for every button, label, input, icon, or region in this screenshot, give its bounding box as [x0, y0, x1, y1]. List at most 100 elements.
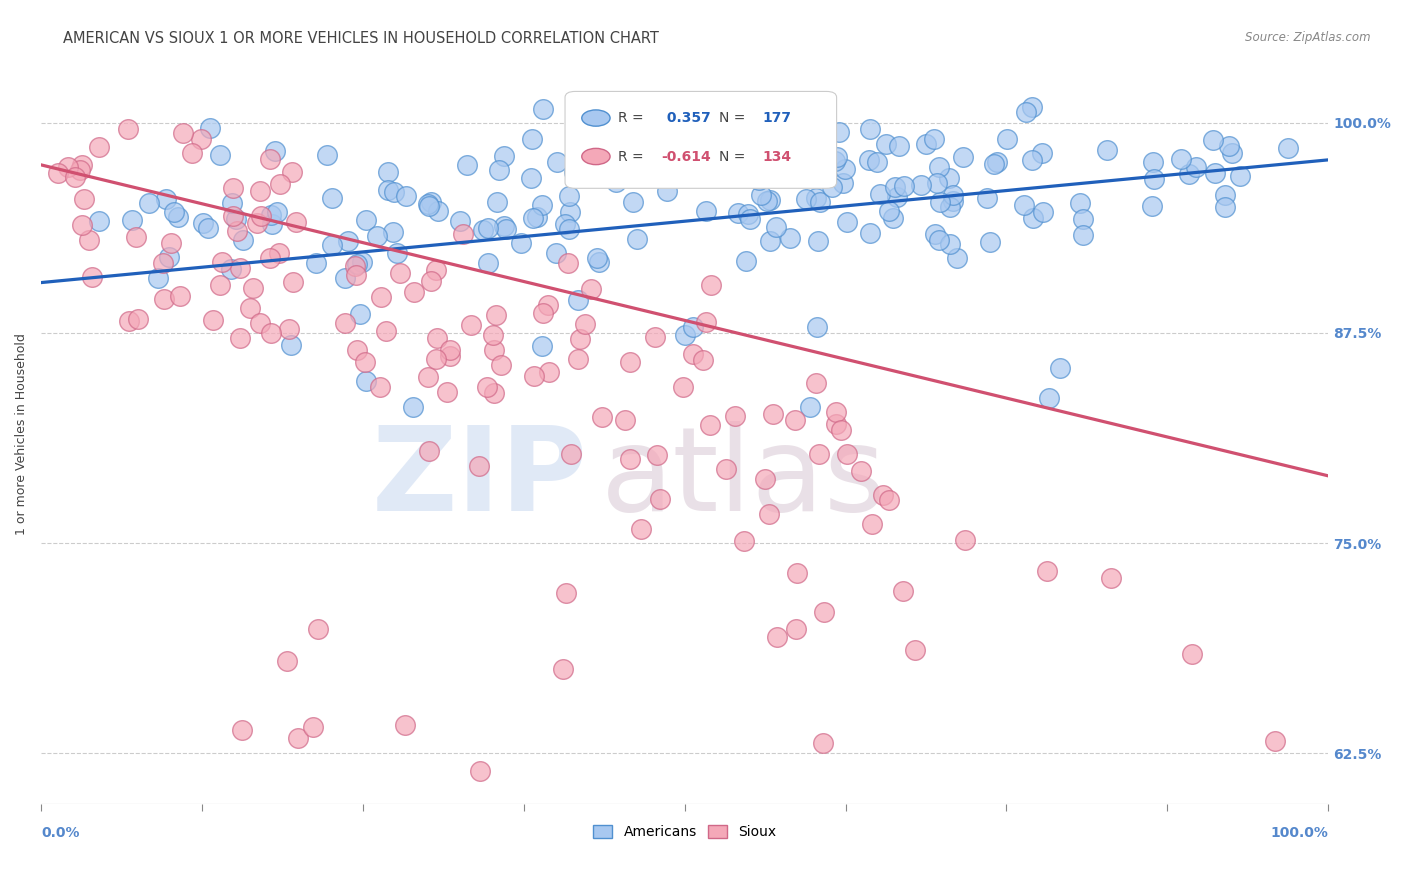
- Point: [1140, 199, 1163, 213]
- Point: [938, 171, 960, 186]
- Point: [117, 122, 139, 136]
- Point: [576, 168, 599, 182]
- Point: [368, 380, 391, 394]
- Point: [588, 255, 610, 269]
- Point: [1277, 141, 1299, 155]
- Point: [259, 251, 281, 265]
- Point: [644, 330, 666, 344]
- Point: [160, 235, 183, 250]
- Point: [758, 508, 780, 522]
- Point: [382, 185, 405, 199]
- Point: [884, 180, 907, 194]
- Point: [755, 194, 778, 209]
- Point: [837, 215, 859, 229]
- Point: [682, 347, 704, 361]
- Point: [1181, 647, 1204, 661]
- Point: [239, 301, 262, 315]
- Point: [813, 605, 835, 619]
- Point: [451, 227, 474, 242]
- Point: [586, 252, 609, 266]
- Point: [924, 132, 946, 146]
- Point: [354, 212, 377, 227]
- Point: [138, 196, 160, 211]
- Point: [1071, 211, 1094, 226]
- Point: [621, 155, 644, 169]
- Point: [354, 355, 377, 369]
- Point: [810, 195, 832, 210]
- Point: [260, 217, 283, 231]
- Point: [567, 293, 589, 307]
- Point: [127, 312, 149, 326]
- Point: [1178, 168, 1201, 182]
- Point: [531, 102, 554, 116]
- Point: [477, 255, 499, 269]
- Text: Source: ZipAtlas.com: Source: ZipAtlas.com: [1246, 31, 1371, 45]
- Point: [564, 165, 586, 179]
- Point: [1031, 145, 1053, 160]
- Point: [472, 223, 495, 237]
- Point: [416, 196, 439, 211]
- Point: [482, 343, 505, 357]
- Point: [877, 203, 900, 218]
- Point: [699, 418, 721, 433]
- Point: [626, 232, 648, 246]
- Text: N =: N =: [720, 150, 751, 163]
- Point: [381, 226, 404, 240]
- Point: [418, 199, 440, 213]
- Point: [460, 318, 482, 332]
- Point: [468, 458, 491, 473]
- Point: [198, 120, 221, 135]
- Point: [157, 250, 180, 264]
- Point: [69, 163, 91, 178]
- Point: [575, 133, 598, 147]
- Point: [530, 338, 553, 352]
- Point: [887, 139, 910, 153]
- Text: 100.0%: 100.0%: [1271, 826, 1329, 839]
- Point: [893, 179, 915, 194]
- Point: [307, 622, 329, 636]
- Point: [551, 663, 574, 677]
- Point: [655, 185, 678, 199]
- Point: [209, 148, 232, 162]
- Point: [489, 358, 512, 372]
- Point: [118, 314, 141, 328]
- Point: [790, 120, 813, 134]
- Point: [377, 183, 399, 197]
- Point: [724, 409, 747, 423]
- Point: [762, 407, 785, 421]
- Point: [229, 331, 252, 345]
- Point: [645, 448, 668, 462]
- Point: [492, 149, 515, 163]
- Point: [733, 533, 755, 548]
- Point: [146, 270, 169, 285]
- Text: 134: 134: [762, 150, 792, 163]
- Point: [121, 212, 143, 227]
- Point: [509, 235, 531, 250]
- Point: [824, 154, 846, 169]
- Point: [558, 204, 581, 219]
- Point: [125, 229, 148, 244]
- Point: [557, 256, 579, 270]
- Point: [875, 136, 897, 151]
- Point: [222, 209, 245, 223]
- Point: [560, 447, 582, 461]
- Point: [73, 192, 96, 206]
- Point: [1229, 169, 1251, 184]
- Point: [152, 256, 174, 270]
- Point: [321, 191, 343, 205]
- Point: [1038, 391, 1060, 405]
- Point: [544, 246, 567, 260]
- Point: [859, 122, 882, 136]
- Point: [555, 586, 578, 600]
- Point: [522, 132, 544, 146]
- Point: [485, 309, 508, 323]
- Point: [554, 217, 576, 231]
- Point: [395, 188, 418, 202]
- Point: [695, 203, 717, 218]
- Point: [882, 211, 904, 226]
- Point: [401, 400, 423, 414]
- Point: [858, 153, 880, 167]
- Point: [1069, 195, 1091, 210]
- Point: [495, 222, 517, 236]
- Circle shape: [582, 148, 610, 165]
